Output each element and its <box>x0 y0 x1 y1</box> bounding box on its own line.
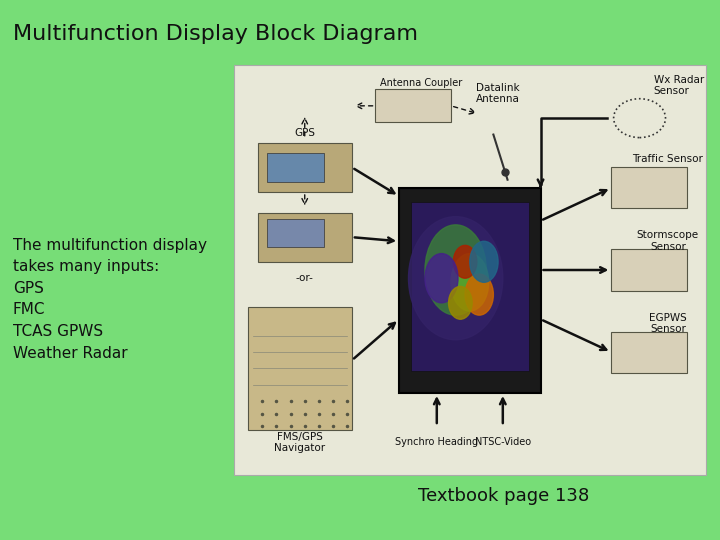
FancyBboxPatch shape <box>248 307 352 430</box>
Text: The multifunction display
takes many inputs:
GPS
FMC
TCAS GPWS
Weather Radar: The multifunction display takes many inp… <box>13 238 207 361</box>
FancyBboxPatch shape <box>258 143 352 192</box>
FancyBboxPatch shape <box>234 65 706 475</box>
Ellipse shape <box>465 274 493 315</box>
Text: Wx Radar
Sensor: Wx Radar Sensor <box>654 75 704 96</box>
FancyBboxPatch shape <box>611 249 687 291</box>
Ellipse shape <box>470 241 498 282</box>
Text: FMS/GPS
Navigator: FMS/GPS Navigator <box>274 431 325 453</box>
FancyBboxPatch shape <box>611 332 687 373</box>
Ellipse shape <box>449 286 472 319</box>
FancyBboxPatch shape <box>411 202 528 370</box>
Text: EGPWS
Sensor: EGPWS Sensor <box>649 313 687 334</box>
Ellipse shape <box>425 225 486 315</box>
Ellipse shape <box>451 254 489 311</box>
Text: Synchro Heading: Synchro Heading <box>395 437 478 447</box>
Text: Stormscope
Sensor: Stormscope Sensor <box>636 231 699 252</box>
FancyBboxPatch shape <box>258 213 352 262</box>
Text: Textbook page 138: Textbook page 138 <box>418 487 589 505</box>
Ellipse shape <box>408 217 503 340</box>
FancyBboxPatch shape <box>267 153 323 182</box>
Text: NTSC-Video: NTSC-Video <box>474 437 531 447</box>
Text: Multifunction Display Block Diagram: Multifunction Display Block Diagram <box>13 24 418 44</box>
Ellipse shape <box>454 245 477 278</box>
Text: -or-: -or- <box>296 273 314 283</box>
Text: Datalink
Antenna: Datalink Antenna <box>476 83 520 104</box>
Text: Traffic Sensor: Traffic Sensor <box>632 154 703 164</box>
FancyBboxPatch shape <box>611 167 687 208</box>
Ellipse shape <box>425 254 458 303</box>
FancyBboxPatch shape <box>399 188 541 393</box>
Text: GPS: GPS <box>294 127 315 138</box>
FancyBboxPatch shape <box>267 219 323 247</box>
FancyBboxPatch shape <box>376 90 451 122</box>
Text: Antenna Coupler: Antenna Coupler <box>380 78 462 88</box>
